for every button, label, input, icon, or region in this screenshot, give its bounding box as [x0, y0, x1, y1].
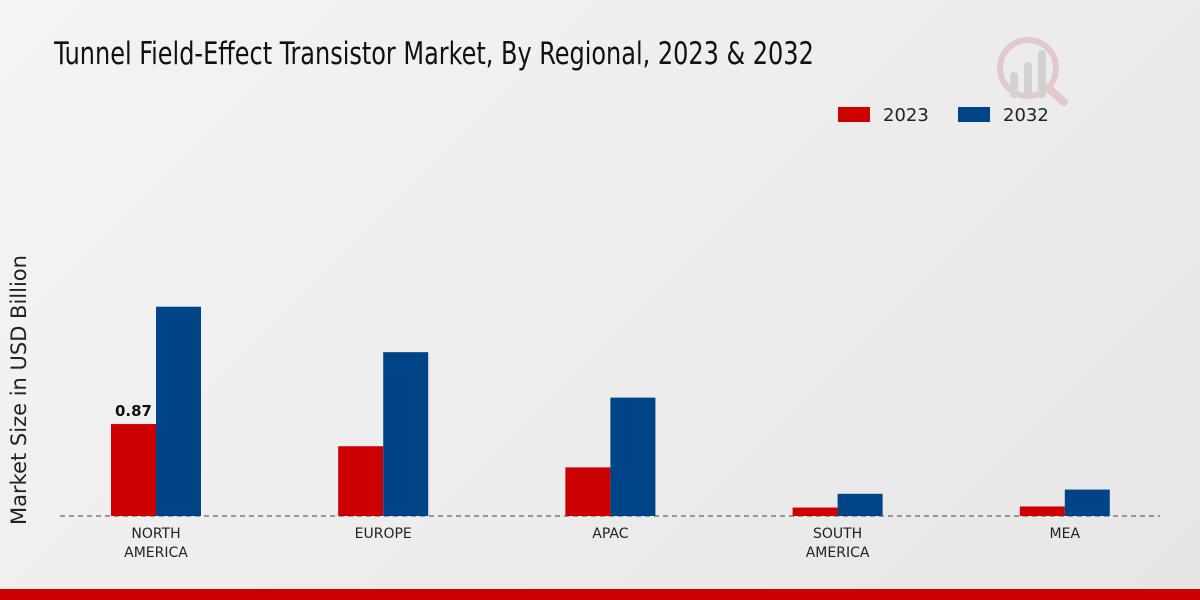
x-tick-label: EUROPE [355, 526, 412, 542]
logo-watermark [997, 37, 1068, 106]
y-axis-label: Market Size in USD Billion [7, 255, 31, 525]
legend: 2023 2032 [838, 105, 1049, 126]
bar-2032-4 [1064, 489, 1110, 516]
x-tick-label: MEA [1050, 526, 1081, 542]
bar-2023-3 [792, 507, 838, 516]
bar-2023-0 [111, 424, 156, 516]
x-tick-label: AMERICA [806, 545, 870, 561]
footer-bar [0, 589, 1200, 600]
bar-2032-1 [383, 352, 429, 516]
bar-2032-2 [610, 397, 656, 516]
legend-swatch-2023 [838, 107, 870, 122]
x-tick-label: NORTH [131, 526, 180, 542]
legend-label-2032: 2032 [1003, 105, 1049, 126]
bar-2023-1 [338, 446, 384, 516]
bar-2023-2 [565, 467, 611, 516]
data-label: 0.87 [115, 402, 152, 420]
legend-label-2023: 2023 [883, 105, 929, 126]
x-tick-label: APAC [592, 526, 628, 542]
legend-swatch-2032 [958, 107, 990, 122]
bar-2032-0 [156, 306, 201, 516]
x-tick-label: SOUTH [813, 526, 862, 542]
chart-title: Tunnel Field-Effect Transistor Market, B… [54, 36, 814, 72]
bar-2032-3 [837, 493, 883, 516]
x-tick-label: AMERICA [124, 545, 188, 561]
bar-2023-4 [1019, 506, 1065, 516]
